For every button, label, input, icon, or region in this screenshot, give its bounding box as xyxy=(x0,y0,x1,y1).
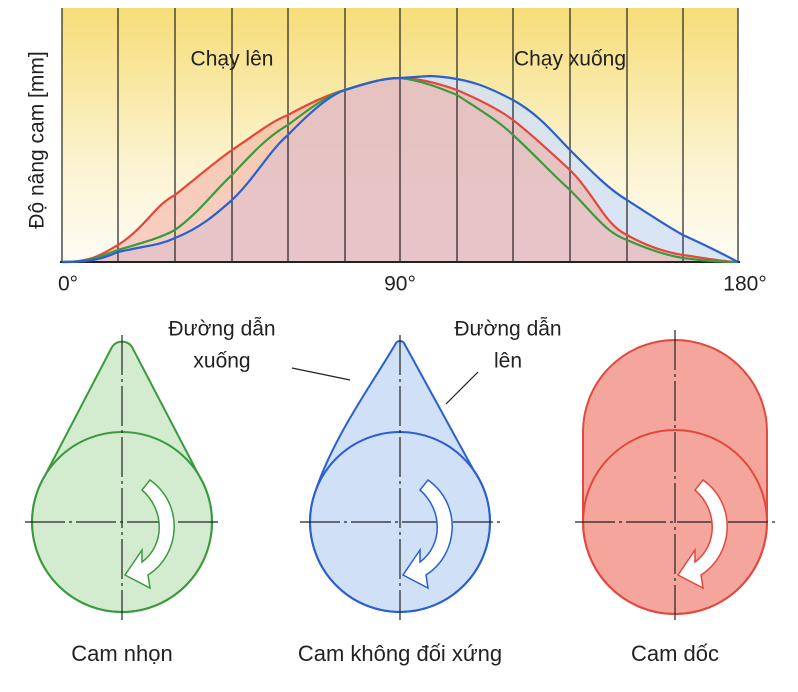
leader-line xyxy=(291,367,351,381)
cam-label: Cam dốc xyxy=(631,641,719,666)
x-tick-label: 180° xyxy=(723,273,766,296)
cam-label: Cam không đối xứng xyxy=(298,641,502,666)
callout-label: Đường dẫn xyxy=(168,318,275,341)
cam-asymmetric xyxy=(300,335,500,620)
x-tick-label: 0° xyxy=(58,273,78,296)
cam-ramp xyxy=(575,330,775,620)
cam-label: Cam nhọn xyxy=(71,641,173,666)
phase-label: Chạy xuống xyxy=(514,48,626,71)
callout-label: Đường dẫn xyxy=(454,318,561,341)
callout-label: lên xyxy=(494,350,522,373)
x-tick-label: 90° xyxy=(384,273,416,296)
callout-label: xuống xyxy=(193,350,250,373)
leader-line xyxy=(445,371,479,405)
phase-label: Chạy lên xyxy=(191,48,274,71)
blue-curve xyxy=(61,74,739,264)
y-axis-label: Độ nâng cam [mm] xyxy=(26,51,49,228)
cam-pointed xyxy=(25,335,218,620)
